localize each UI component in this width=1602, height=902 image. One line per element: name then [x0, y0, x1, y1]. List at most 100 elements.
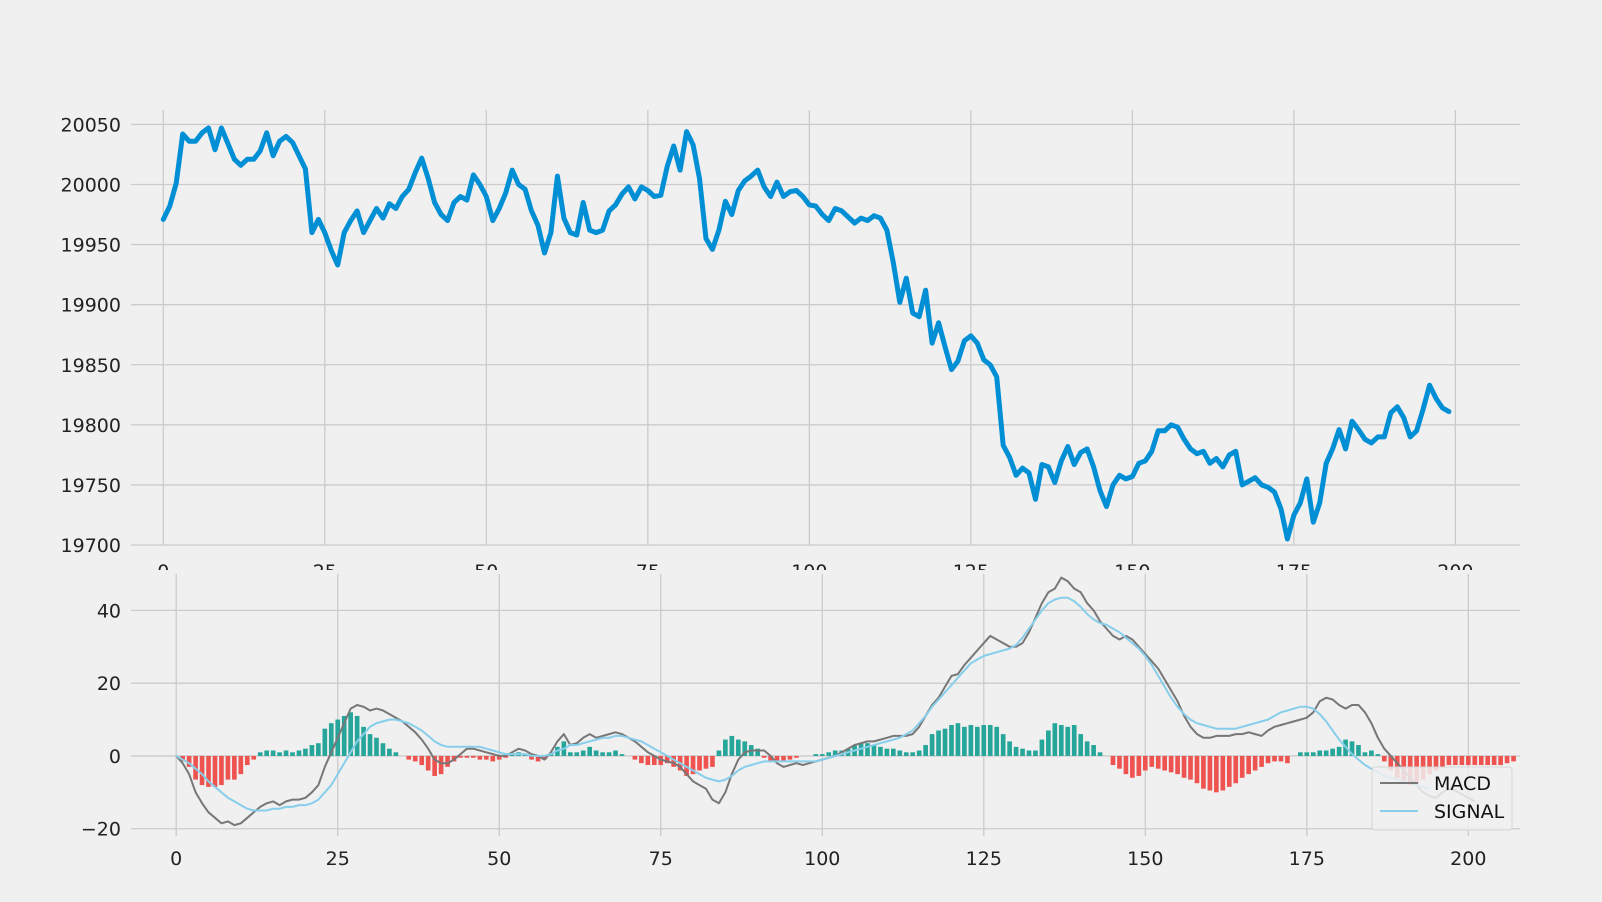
histogram-bar — [1097, 752, 1103, 756]
histogram-bar — [729, 735, 735, 756]
histogram-bar — [206, 755, 211, 787]
legend-label-signal: SIGNAL — [1434, 801, 1505, 823]
histogram-bar — [787, 755, 793, 760]
price-y-tick-label: 19950 — [61, 235, 121, 257]
histogram-bar — [1498, 755, 1503, 766]
histogram-bar — [716, 750, 722, 756]
histogram-bar — [445, 755, 450, 767]
histogram-bar — [1207, 755, 1213, 791]
histogram-bar — [897, 750, 903, 756]
histogram-bar — [903, 752, 909, 756]
macd-x-tick-label: 100 — [804, 848, 840, 870]
histogram-bar — [1246, 755, 1251, 775]
histogram-bar — [387, 748, 392, 756]
histogram-bar — [186, 755, 192, 767]
histogram-bar — [264, 750, 269, 756]
macd-x-tick-label: 0 — [170, 848, 182, 870]
histogram-bar — [529, 755, 534, 760]
histogram-bar — [348, 712, 353, 756]
histogram-bar — [219, 755, 224, 786]
histogram-bar — [1175, 755, 1180, 775]
histogram-bar — [891, 748, 896, 756]
price-x-tick-label: 200 — [1437, 561, 1473, 570]
histogram-bar — [464, 755, 470, 758]
histogram-bar — [1149, 755, 1155, 767]
price-x-tick-label: 50 — [474, 561, 498, 570]
histogram-bar — [1181, 755, 1187, 778]
histogram-bar — [878, 746, 883, 756]
histogram-bar — [1168, 755, 1174, 773]
histogram-bar — [322, 728, 328, 756]
signal-series-line — [175, 596, 1430, 812]
histogram-bar — [1239, 755, 1245, 778]
histogram-bar — [994, 726, 1000, 756]
price-y-tick-label: 19900 — [61, 295, 121, 317]
histogram-bar — [1220, 755, 1226, 791]
histogram-bar — [238, 755, 244, 775]
histogram-bar — [1155, 755, 1161, 769]
price-y-tick-label: 20000 — [61, 175, 121, 197]
histogram-bar — [477, 755, 483, 760]
histogram-bar — [1446, 755, 1452, 766]
histogram-bar — [968, 725, 974, 756]
histogram-bar — [1117, 755, 1122, 769]
histogram-bar — [574, 752, 580, 756]
histogram-bar — [1052, 723, 1058, 756]
price-chart: 1970019750198001985019900199502000020050… — [61, 110, 1520, 570]
histogram-bar — [406, 755, 412, 760]
macd-x-tick-label: 50 — [487, 848, 511, 870]
histogram-bar — [277, 752, 282, 756]
macd-x-tick-label: 175 — [1289, 848, 1325, 870]
histogram-bar — [781, 755, 786, 762]
histogram-bar — [813, 754, 819, 756]
histogram-bar — [1504, 755, 1510, 764]
histogram-bar — [1433, 755, 1439, 771]
histogram-bar — [1278, 755, 1284, 762]
histogram-bar — [1201, 755, 1206, 789]
histogram-bar — [1304, 752, 1310, 756]
histogram-bar — [871, 745, 877, 756]
histogram-bar — [942, 728, 948, 756]
histogram-bar — [1453, 755, 1458, 766]
histogram-bar — [923, 745, 928, 756]
histogram-bar — [1362, 752, 1368, 756]
histogram-bar — [438, 755, 444, 775]
histogram-bar — [1285, 755, 1290, 764]
histogram-bar — [1194, 755, 1200, 784]
histogram-bar — [832, 750, 838, 756]
histogram-bar — [283, 750, 289, 756]
histogram-bar — [1259, 755, 1264, 767]
histogram-bar — [309, 745, 315, 756]
histogram-bar — [303, 748, 308, 756]
histogram-bar — [981, 725, 987, 756]
macd-y-tick-label: 20 — [97, 673, 121, 695]
histogram-bar — [768, 755, 773, 762]
histogram-bar — [664, 755, 670, 764]
legend: MACD SIGNAL — [1371, 766, 1513, 831]
histogram-bar — [742, 741, 748, 756]
histogram-bar — [458, 755, 463, 758]
histogram-bar — [496, 755, 502, 760]
histogram-bar — [1130, 755, 1135, 778]
price-x-tick-label: 125 — [953, 561, 989, 570]
histogram-bar — [723, 739, 728, 756]
histogram-bar — [1071, 725, 1077, 756]
histogram-bar — [361, 726, 366, 756]
histogram-bar — [1078, 734, 1084, 756]
histogram-bar — [367, 734, 373, 756]
histogram-bar — [432, 755, 437, 776]
macd-grid — [131, 574, 1520, 836]
histogram-bar — [419, 755, 425, 766]
histogram-bar — [1110, 755, 1116, 766]
histogram-bar — [1330, 748, 1335, 756]
histogram-bar — [290, 752, 295, 756]
histogram-bar — [987, 725, 993, 756]
histogram-bar — [244, 755, 250, 766]
histogram-bar — [425, 755, 431, 771]
histogram-bar — [949, 725, 954, 756]
histogram-bar — [535, 755, 541, 762]
price-y-tick-label: 20050 — [61, 114, 121, 136]
histogram-bar — [1323, 750, 1329, 756]
